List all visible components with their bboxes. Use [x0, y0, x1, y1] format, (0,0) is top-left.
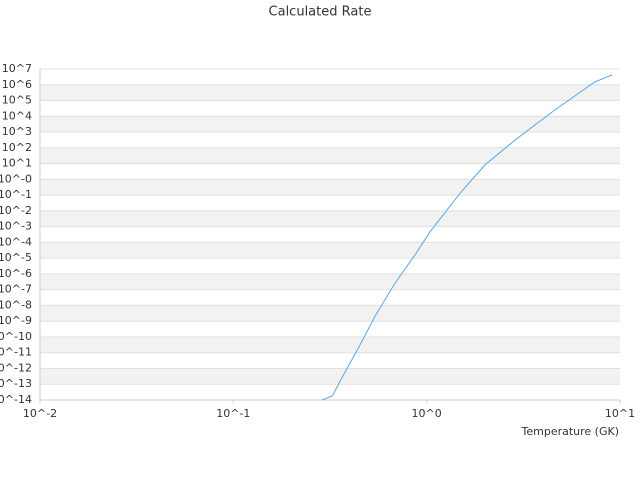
grid-band — [40, 116, 620, 133]
grid-band — [40, 210, 620, 227]
grid-band — [40, 179, 620, 196]
y-tick-label: 10^1 — [2, 157, 32, 170]
y-tick-label: 10^-3 — [0, 220, 32, 233]
x-tick-label: 10^-1 — [216, 407, 250, 420]
y-tick-label: 10^-10 — [0, 330, 32, 343]
grid-band — [40, 242, 620, 259]
grid-band — [40, 305, 620, 322]
grid-band — [40, 147, 620, 164]
y-tick-label: 10^-8 — [0, 298, 32, 311]
y-tick-label: 10^-12 — [0, 361, 32, 374]
y-tick-label: 10^-14 — [0, 393, 32, 406]
grid-band — [40, 273, 620, 290]
chart-title: Calculated Rate — [269, 5, 372, 20]
y-tick-label: 10^-5 — [0, 251, 32, 264]
y-tick-label: 10^2 — [2, 141, 32, 154]
grid-band — [40, 84, 620, 101]
y-tick-label: 10^6 — [2, 78, 32, 91]
y-tick-label: 10^-2 — [0, 204, 32, 217]
y-tick-label: 10^3 — [2, 125, 32, 138]
grid-band — [40, 368, 620, 385]
y-tick-label: 10^7 — [2, 62, 32, 75]
y-tick-label: 10^4 — [2, 109, 32, 122]
y-tick-label: 10^-1 — [0, 188, 32, 201]
data-line — [321, 74, 613, 401]
y-tick-label: 10^-13 — [0, 377, 32, 390]
x-axis-label: Temperature (GK) — [521, 425, 620, 438]
x-tick-label: 10^1 — [605, 407, 635, 420]
grid-band — [40, 336, 620, 353]
x-tick-label: 10^0 — [412, 407, 442, 420]
y-tick-label: 10^-4 — [0, 235, 32, 248]
y-tick-label: 10^5 — [2, 94, 32, 107]
x-tick-label: 10^-2 — [23, 407, 57, 420]
y-tick-label: 10^-9 — [0, 314, 32, 327]
y-tick-label: 10^-0 — [0, 172, 32, 185]
y-tick-label: 10^-6 — [0, 267, 32, 280]
y-tick-label: 10^-11 — [0, 346, 32, 359]
y-tick-label: 10^-7 — [0, 283, 32, 296]
